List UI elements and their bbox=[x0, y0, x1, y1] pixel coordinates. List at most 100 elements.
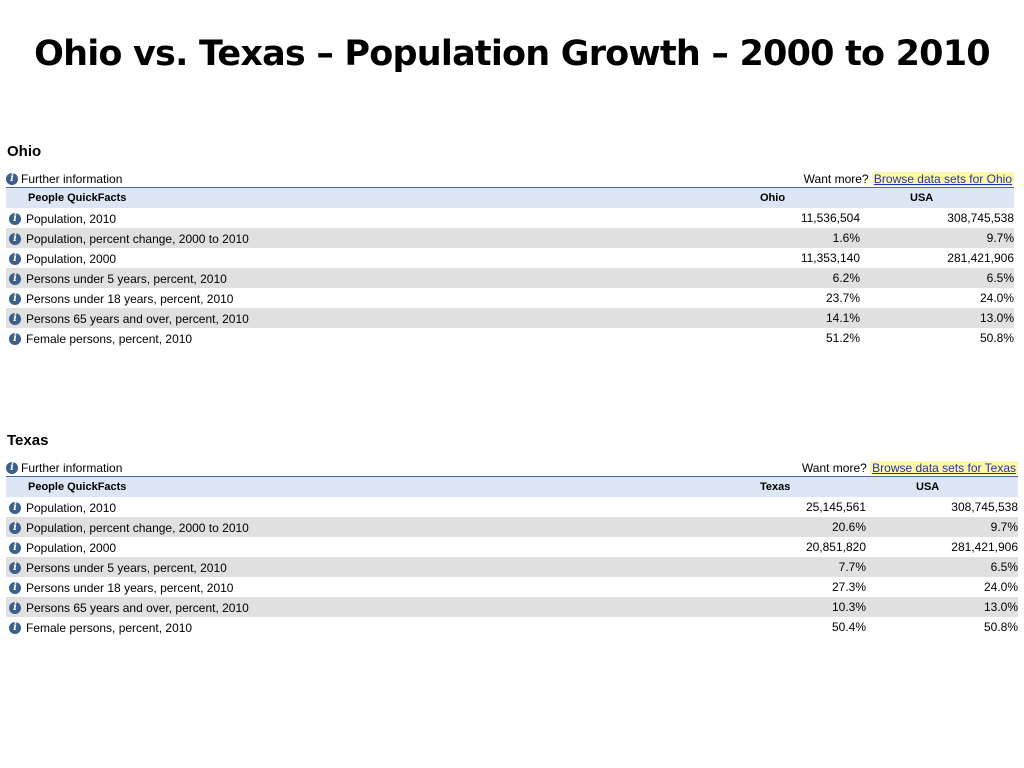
usa-value: 50.8% bbox=[983, 620, 1018, 634]
row-label: Female persons, percent, 2010 bbox=[26, 621, 193, 635]
row-label-cell: i Persons under 5 years, percent, 2010 bbox=[6, 557, 760, 577]
row-label-wrap: i Persons under 5 years, percent, 2010 bbox=[9, 561, 227, 575]
row-label-wrap: i Population, percent change, 2000 to 201… bbox=[9, 232, 249, 246]
info-icon[interactable]: i bbox=[9, 313, 21, 325]
info-icon[interactable]: i bbox=[6, 462, 18, 474]
row-label: Persons under 18 years, percent, 2010 bbox=[26, 581, 234, 595]
row-label: Population, percent change, 2000 to 2010 bbox=[26, 521, 249, 535]
info-icon[interactable]: i bbox=[9, 253, 21, 265]
info-icon[interactable]: i bbox=[9, 213, 21, 225]
table-row: i Persons under 5 years, percent, 2010 6.2… bbox=[6, 268, 1014, 288]
state-value: 1.6% bbox=[760, 228, 860, 248]
spacer-cell bbox=[866, 517, 916, 537]
header-usa: USA bbox=[910, 188, 1014, 208]
info-icon[interactable]: i bbox=[9, 233, 21, 245]
header-usa: USA bbox=[916, 477, 1018, 497]
info-icon[interactable]: i bbox=[9, 622, 21, 634]
row-label: Female persons, percent, 2010 bbox=[26, 332, 193, 346]
state-value: 7.7% bbox=[760, 557, 866, 577]
header-state: Ohio bbox=[760, 188, 910, 208]
row-label: Population, 2000 bbox=[26, 252, 117, 266]
row-label-cell: i Population, 2000 bbox=[6, 248, 760, 268]
row-label: Persons under 5 years, percent, 2010 bbox=[26, 561, 227, 575]
spacer-cell bbox=[866, 577, 916, 597]
table-header-row: People QuickFacts Texas USA bbox=[6, 477, 1018, 497]
spacer-cell bbox=[866, 597, 916, 617]
usa-value: 308,745,538 bbox=[951, 500, 1018, 514]
row-label: Persons under 5 years, percent, 2010 bbox=[26, 272, 227, 286]
info-icon[interactable]: i bbox=[6, 173, 18, 185]
state-value: 27.3% bbox=[831, 580, 866, 594]
table-row: i Female persons, percent, 2010 50.4% 50.8% bbox=[6, 617, 1018, 637]
state-heading: Ohio bbox=[7, 143, 42, 160]
want-more: Want more? Browse data sets for Ohio bbox=[804, 172, 1014, 186]
info-icon[interactable]: i bbox=[9, 333, 21, 345]
section-texas: Texas i Further information Want more? B… bbox=[6, 433, 1018, 637]
spacer-cell bbox=[860, 268, 910, 288]
state-value: 20,851,820 bbox=[805, 540, 866, 554]
info-icon[interactable]: i bbox=[9, 542, 21, 554]
row-label-cell: i Population, percent change, 2000 to 201… bbox=[6, 517, 760, 537]
row-label-cell: i Persons under 18 years, percent, 2010 bbox=[6, 577, 760, 597]
row-label: Persons under 18 years, percent, 2010 bbox=[26, 292, 234, 306]
row-label-wrap: i Female persons, percent, 2010 bbox=[9, 621, 192, 635]
browse-data-sets-link[interactable]: Browse data sets for Texas bbox=[870, 461, 1018, 475]
header-label: People QuickFacts bbox=[6, 477, 760, 497]
table-row: i Population, 2010 25,145,561 308,745,538 bbox=[6, 497, 1018, 517]
further-info[interactable]: i Further information bbox=[6, 172, 122, 186]
table-row: i Female persons, percent, 2010 51.2% 50.8% bbox=[6, 328, 1014, 348]
row-label-wrap: i Persons under 5 years, percent, 2010 bbox=[9, 272, 227, 286]
table-row: i Population, 2000 11,353,140 281,421,906 bbox=[6, 248, 1014, 268]
info-icon[interactable]: i bbox=[9, 502, 21, 514]
want-more: Want more? Browse data sets for Texas bbox=[802, 461, 1018, 475]
usa-value: 281,421,906 bbox=[947, 251, 1014, 265]
spacer-cell bbox=[866, 497, 916, 517]
info-icon[interactable]: i bbox=[9, 273, 21, 285]
usa-value: 13.0% bbox=[910, 308, 1014, 328]
spacer-cell bbox=[860, 208, 910, 228]
table-row: i Population, percent change, 2000 to 201… bbox=[6, 228, 1014, 248]
info-icon[interactable]: i bbox=[9, 602, 21, 614]
state-value: 51.2% bbox=[825, 331, 860, 345]
state-value: 25,145,561 bbox=[805, 500, 866, 514]
usa-value: 13.0% bbox=[916, 597, 1018, 617]
row-label-wrap: i Population, percent change, 2000 to 201… bbox=[9, 521, 249, 535]
state-value: 11,353,140 bbox=[800, 251, 860, 265]
row-label-cell: i Persons under 5 years, percent, 2010 bbox=[6, 268, 760, 288]
table-row: i Persons 65 years and over, percent, 201… bbox=[6, 597, 1018, 617]
want-more-label: Want more? bbox=[801, 461, 871, 475]
table-row: i Persons under 18 years, percent, 2010 23… bbox=[6, 288, 1014, 308]
quickfacts-table: People QuickFacts Ohio USA i Population, … bbox=[6, 188, 1014, 348]
info-icon[interactable]: i bbox=[9, 582, 21, 594]
spacer-cell bbox=[866, 557, 916, 577]
browse-data-sets-link[interactable]: Browse data sets for Ohio bbox=[871, 172, 1014, 186]
row-label-wrap: i Persons under 18 years, percent, 2010 bbox=[9, 581, 233, 595]
state-value: 14.1% bbox=[760, 308, 860, 328]
table-row: i Persons under 5 years, percent, 2010 7.7… bbox=[6, 557, 1018, 577]
state-value: 6.2% bbox=[760, 268, 860, 288]
usa-value: 308,745,538 bbox=[947, 211, 1014, 225]
spacer-cell bbox=[860, 328, 910, 348]
row-label-cell: i Population, 2010 bbox=[6, 497, 760, 517]
info-icon[interactable]: i bbox=[9, 293, 21, 305]
row-label: Population, 2010 bbox=[26, 212, 117, 226]
row-label: Persons 65 years and over, percent, 2010 bbox=[26, 601, 249, 615]
usa-value: 9.7% bbox=[910, 228, 1014, 248]
row-label-cell: i Population, 2010 bbox=[6, 208, 760, 228]
row-label-cell: i Population, percent change, 2000 to 201… bbox=[6, 228, 760, 248]
info-icon[interactable]: i bbox=[9, 562, 21, 574]
table-row: i Population, percent change, 2000 to 201… bbox=[6, 517, 1018, 537]
spacer-cell bbox=[866, 537, 916, 557]
row-label: Persons 65 years and over, percent, 2010 bbox=[26, 312, 249, 326]
usa-value: 281,421,906 bbox=[951, 540, 1018, 554]
further-info[interactable]: i Further information bbox=[6, 461, 122, 475]
info-icon[interactable]: i bbox=[9, 522, 21, 534]
row-label-cell: i Persons 65 years and over, percent, 201… bbox=[6, 597, 760, 617]
row-label-cell: i Female persons, percent, 2010 bbox=[6, 328, 760, 348]
spacer-cell bbox=[866, 617, 916, 637]
row-label-wrap: i Population, 2000 bbox=[9, 252, 116, 266]
table-row: i Persons 65 years and over, percent, 201… bbox=[6, 308, 1014, 328]
usa-value: 9.7% bbox=[916, 517, 1018, 537]
state-value: 20.6% bbox=[760, 517, 866, 537]
spacer-cell bbox=[860, 228, 910, 248]
